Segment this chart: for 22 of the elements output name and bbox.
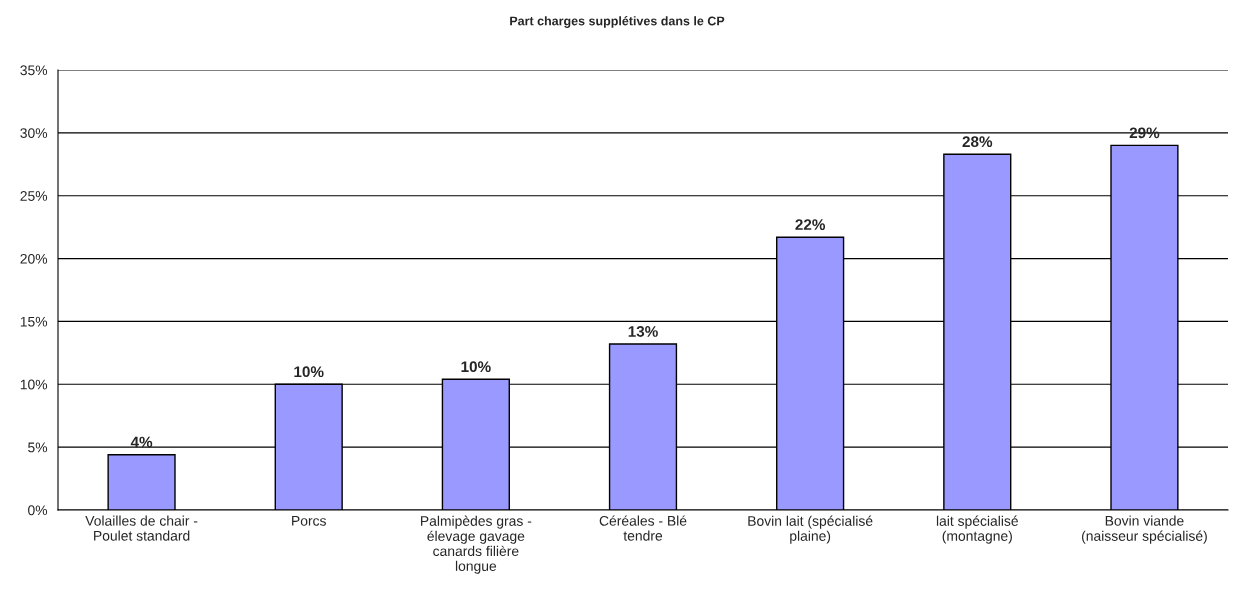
x-tick-label: Bovin lait (spécialisé plaine) (748, 515, 873, 544)
y-tick-label: 25% (20, 191, 48, 201)
data-label: 4% (130, 436, 153, 448)
data-label: 28% (962, 136, 993, 148)
y-tick-label: 0% (28, 505, 48, 516)
data-label: 22% (795, 219, 826, 230)
y-tick-label: 20% (20, 253, 48, 264)
x-tick-label: Porcs (292, 516, 326, 526)
y-tick-label: 5% (28, 442, 48, 453)
y-tick-label: 35% (20, 65, 48, 76)
y-tick-label: 10% (20, 379, 48, 390)
x-tick-label: Volailles de chair - Poulet standard (85, 515, 198, 541)
x-tick-label: Palmipèdes gras - élevage gavage canards filière longue (421, 515, 532, 574)
x-tick-label: Céréales - Blé tendre (599, 515, 687, 541)
data-label: 10% (294, 366, 324, 378)
x-tick-label: lait spécialisé (montagne) (936, 515, 1018, 544)
y-tick-label: 30% (20, 128, 48, 139)
chart-title: Part charges supplétives dans le CP (510, 16, 725, 28)
y-tick-label: 15% (20, 316, 48, 327)
data-label: 10% (461, 361, 491, 373)
data-label: 13% (628, 326, 658, 337)
x-tick-label: Bovin viande (naisseur spécialisé) (1082, 515, 1207, 544)
